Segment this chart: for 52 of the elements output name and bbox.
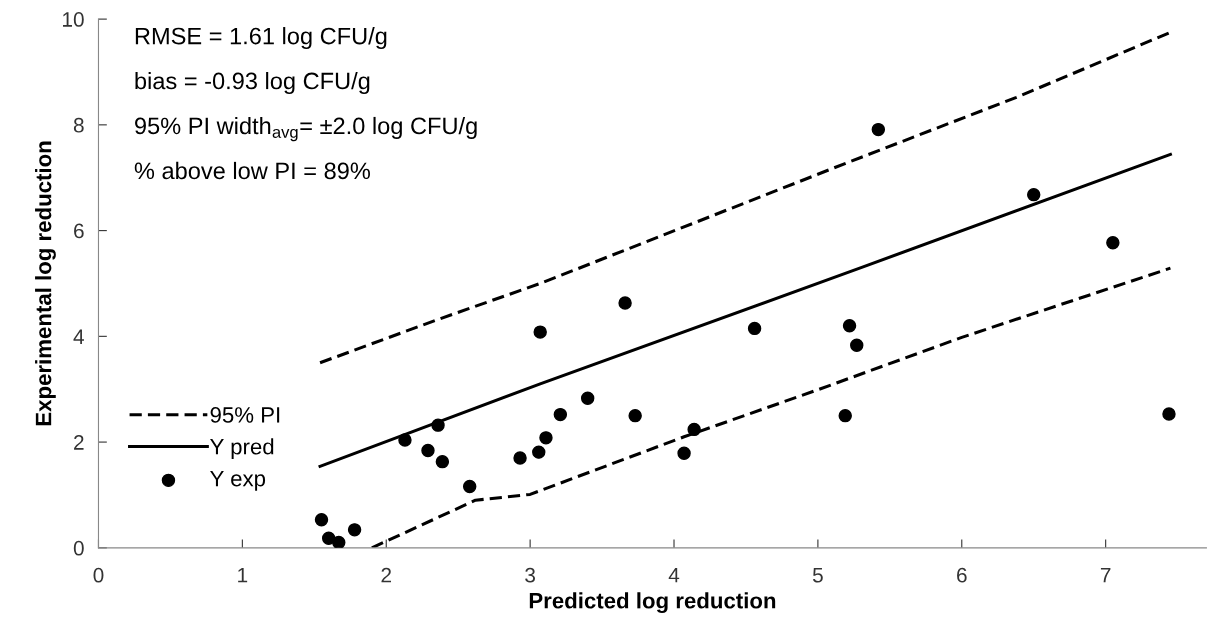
y-axis-title: Experimental log reduction [35,141,56,426]
point [532,445,546,459]
point [533,325,547,339]
point [1162,407,1176,421]
x-tick-label: 6 [957,567,967,583]
line-series [370,266,1172,548]
annotation: RMSE = 1.61 log CFU/g [135,27,387,50]
point [838,408,852,423]
x-axis-title: Predicted log reduction [529,592,776,614]
legend-label: 95% PI [210,407,280,423]
y-tick-label: 10 [63,12,84,27]
x-tick-label: 5 [812,568,823,583]
point [677,446,691,460]
point [628,408,642,423]
annotation: bias = -0.93 log CFU/g [135,71,370,94]
x-tick-label: 3 [525,567,536,583]
point [580,391,595,405]
point [513,451,527,465]
annotation: % above low PI = 89% [134,161,370,180]
y-tick-label: 8 [73,117,84,133]
point [1027,187,1041,202]
point [1106,236,1120,250]
point [347,523,362,537]
point [431,418,445,432]
point [398,433,412,447]
y-tick-label: 4 [73,329,84,344]
y-tick-label: 2 [74,435,84,450]
point [850,338,864,353]
x-tick-label: 1 [238,568,248,583]
x-tick-label: 7 [1100,568,1111,583]
x-tick-label: 4 [668,568,680,583]
point [539,431,553,445]
line-series [318,152,1172,468]
x-tick-label: 0 [93,567,104,583]
point [618,296,632,310]
point [462,479,477,494]
point [314,513,329,527]
point [332,535,346,548]
legend-label: Y exp [210,470,266,491]
point [553,407,568,422]
x-tick-label: 2 [381,567,391,583]
annotation: 95% PI width$_{avg}$= ±2.0 log CFU/g [135,116,477,142]
point [687,422,701,437]
point [747,321,762,336]
point [321,531,336,546]
point [435,454,450,469]
point [871,122,886,137]
point [421,443,435,458]
point [842,319,857,333]
y-tick-label: 0 [73,540,84,556]
y-tick-label: 6 [74,223,84,239]
legend-label: Y pred [210,438,274,459]
